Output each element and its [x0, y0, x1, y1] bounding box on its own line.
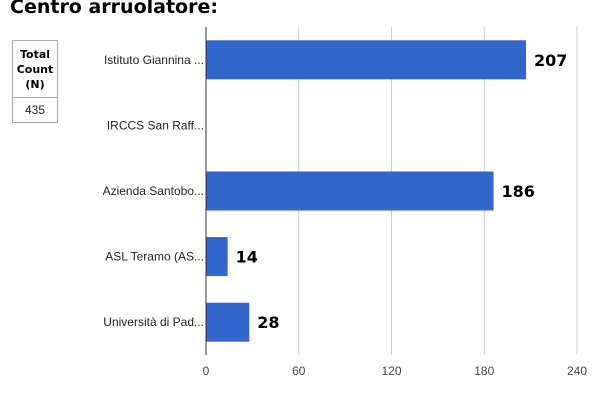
x-tick-label: 180: [474, 364, 494, 378]
category-label: Università di Pad...: [103, 315, 204, 329]
bar: [206, 40, 526, 80]
x-tick-label: 240: [567, 364, 587, 378]
x-tick-label: 120: [381, 364, 401, 378]
bar: [206, 302, 250, 342]
total-count-box: Total Count (N) 435: [12, 40, 58, 123]
total-count-header: Total Count (N): [13, 41, 57, 98]
category-label: ASL Teramo (AS...: [105, 250, 204, 264]
total-count-value: 435: [24, 103, 46, 117]
chart-title: Centro arruolatore:: [10, 0, 218, 18]
data-label: 207: [534, 51, 567, 70]
bar: [206, 237, 228, 277]
category-label: IRCCS San Raff...: [107, 118, 204, 132]
bar: [206, 171, 494, 211]
data-label: 186: [502, 182, 535, 201]
category-label: Istituto Giannina ...: [104, 53, 204, 67]
x-tick-label: 60: [292, 364, 306, 378]
data-label: 14: [236, 248, 258, 267]
x-tick-label: 0: [203, 364, 210, 378]
category-label: Azienda Santobo...: [103, 184, 204, 198]
data-label: 28: [257, 313, 279, 332]
